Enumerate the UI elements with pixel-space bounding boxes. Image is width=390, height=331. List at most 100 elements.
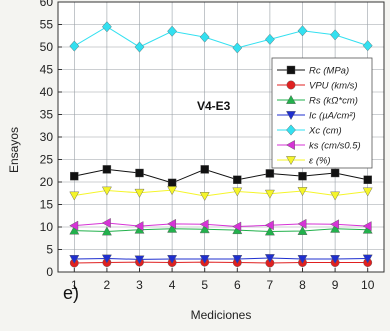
legend-marker-ic — [286, 111, 296, 121]
legend-marker-ks — [285, 140, 295, 150]
legend-label-vpu: VPU (km/s) — [309, 81, 358, 92]
data-point-rc — [102, 165, 112, 174]
legend-item-ks: ks (cm/s0.5) — [277, 140, 361, 152]
series-line-rc — [74, 168, 368, 184]
y-tick-label: 15 — [40, 198, 54, 212]
legend-label-ks: ks (cm/s0.5) — [309, 141, 361, 152]
legend-label-ic: Ic (µA/cm²) — [309, 111, 356, 122]
legend-marker-rc — [286, 65, 296, 75]
series-line-ic — [74, 257, 368, 260]
x-tick-label: 1 — [71, 278, 78, 292]
data-point-rs — [199, 224, 210, 234]
series — [69, 21, 373, 268]
data-point-rc — [200, 165, 209, 174]
y-tick-label: 25 — [40, 153, 54, 167]
data-point-eps — [330, 191, 341, 201]
legend-item-rs: Rs (kΩ*cm) — [277, 94, 358, 107]
data-point-ks — [362, 221, 372, 232]
data-point-xc — [362, 40, 373, 52]
data-point-eps — [362, 187, 373, 197]
data-point-xc — [167, 25, 177, 37]
data-point-rs — [297, 226, 308, 235]
x-tick-label: 10 — [361, 278, 375, 292]
legend-marker-eps — [286, 156, 296, 166]
series-rs — [69, 223, 373, 236]
data-point-eps — [264, 189, 275, 199]
data-point-xc — [134, 41, 145, 53]
data-point-eps — [134, 188, 145, 198]
legend-item-rc: Rc (MPa) — [277, 66, 349, 77]
legend-item-eps: ε (%) — [277, 156, 331, 167]
data-point-ks — [69, 220, 79, 231]
x-tick-label: 6 — [234, 278, 241, 292]
data-point-rc — [135, 168, 144, 178]
data-point-eps — [232, 187, 243, 197]
legend-label-rs: Rs (kΩ*cm) — [309, 96, 358, 107]
data-point-ks — [167, 218, 176, 229]
data-point-ic — [199, 255, 210, 264]
data-point-ic — [167, 255, 178, 264]
series-line-vpu — [74, 261, 368, 264]
data-point-xc — [102, 21, 112, 33]
legend: Rc (MPa) VPU (km/s) Rs (kΩ*cm) Ic (µA/cm²) X… — [271, 57, 373, 169]
chart-annotation: V4-E3 — [197, 99, 231, 113]
data-point-rc — [233, 175, 242, 184]
data-point-ic — [134, 255, 145, 265]
data-point-rs — [101, 226, 112, 236]
series-ks — [69, 218, 372, 232]
y-tick-label: 0 — [46, 265, 53, 279]
legend-label-rc: Rc (MPa) — [309, 66, 349, 77]
legend-item-ic: Ic (µA/cm²) — [277, 111, 356, 122]
data-point-ic — [297, 255, 308, 264]
legend-marker-rs — [286, 94, 296, 104]
x-tick-label: 9 — [332, 278, 339, 292]
y-tick-label: 30 — [40, 130, 54, 144]
legend-item-vpu: VPU (km/s) — [277, 81, 358, 92]
data-point-ks — [232, 221, 242, 232]
series-eps — [69, 186, 373, 201]
series-ic — [69, 254, 373, 265]
data-point-eps — [167, 186, 178, 196]
data-point-xc — [199, 31, 210, 43]
x-tick-label: 2 — [104, 278, 111, 292]
data-point-ks — [297, 218, 307, 229]
x-tick-label: 5 — [201, 278, 208, 292]
y-tick-label: 5 — [46, 243, 53, 257]
series-line-xc — [74, 26, 368, 49]
data-point-eps — [69, 191, 80, 201]
series-line-rs — [74, 228, 368, 233]
data-point-xc — [297, 25, 308, 37]
data-point-ks — [101, 218, 111, 228]
data-point-xc — [330, 29, 340, 41]
data-point-xc — [265, 33, 275, 45]
series-line-ks — [74, 222, 368, 228]
data-point-ks — [134, 221, 144, 232]
x-tick-label: 8 — [299, 278, 306, 292]
data-point-xc — [232, 42, 243, 54]
data-point-ic — [264, 254, 275, 264]
data-point-rs — [264, 226, 275, 236]
data-point-rc — [167, 178, 177, 188]
data-point-eps — [199, 192, 210, 201]
data-point-rc — [70, 171, 79, 181]
data-point-ks — [199, 219, 209, 230]
y-tick-label: 10 — [40, 220, 54, 234]
data-point-rc — [298, 171, 307, 181]
data-point-ks — [264, 220, 274, 231]
data-point-rc — [265, 169, 275, 178]
series-rc — [70, 165, 372, 188]
data-point-ic — [362, 254, 373, 264]
data-point-rc — [363, 175, 372, 184]
x-tick-label: 7 — [267, 278, 274, 292]
legend-label-xc: Xc (cm) — [308, 126, 342, 137]
data-point-rc — [330, 168, 340, 178]
legend-label-eps: ε (%) — [309, 156, 331, 167]
series-line-eps — [74, 189, 368, 197]
y-tick-label: 45 — [40, 63, 54, 77]
y-tick-label: 35 — [40, 108, 54, 122]
series-xc — [69, 21, 373, 54]
data-point-xc — [69, 40, 80, 52]
